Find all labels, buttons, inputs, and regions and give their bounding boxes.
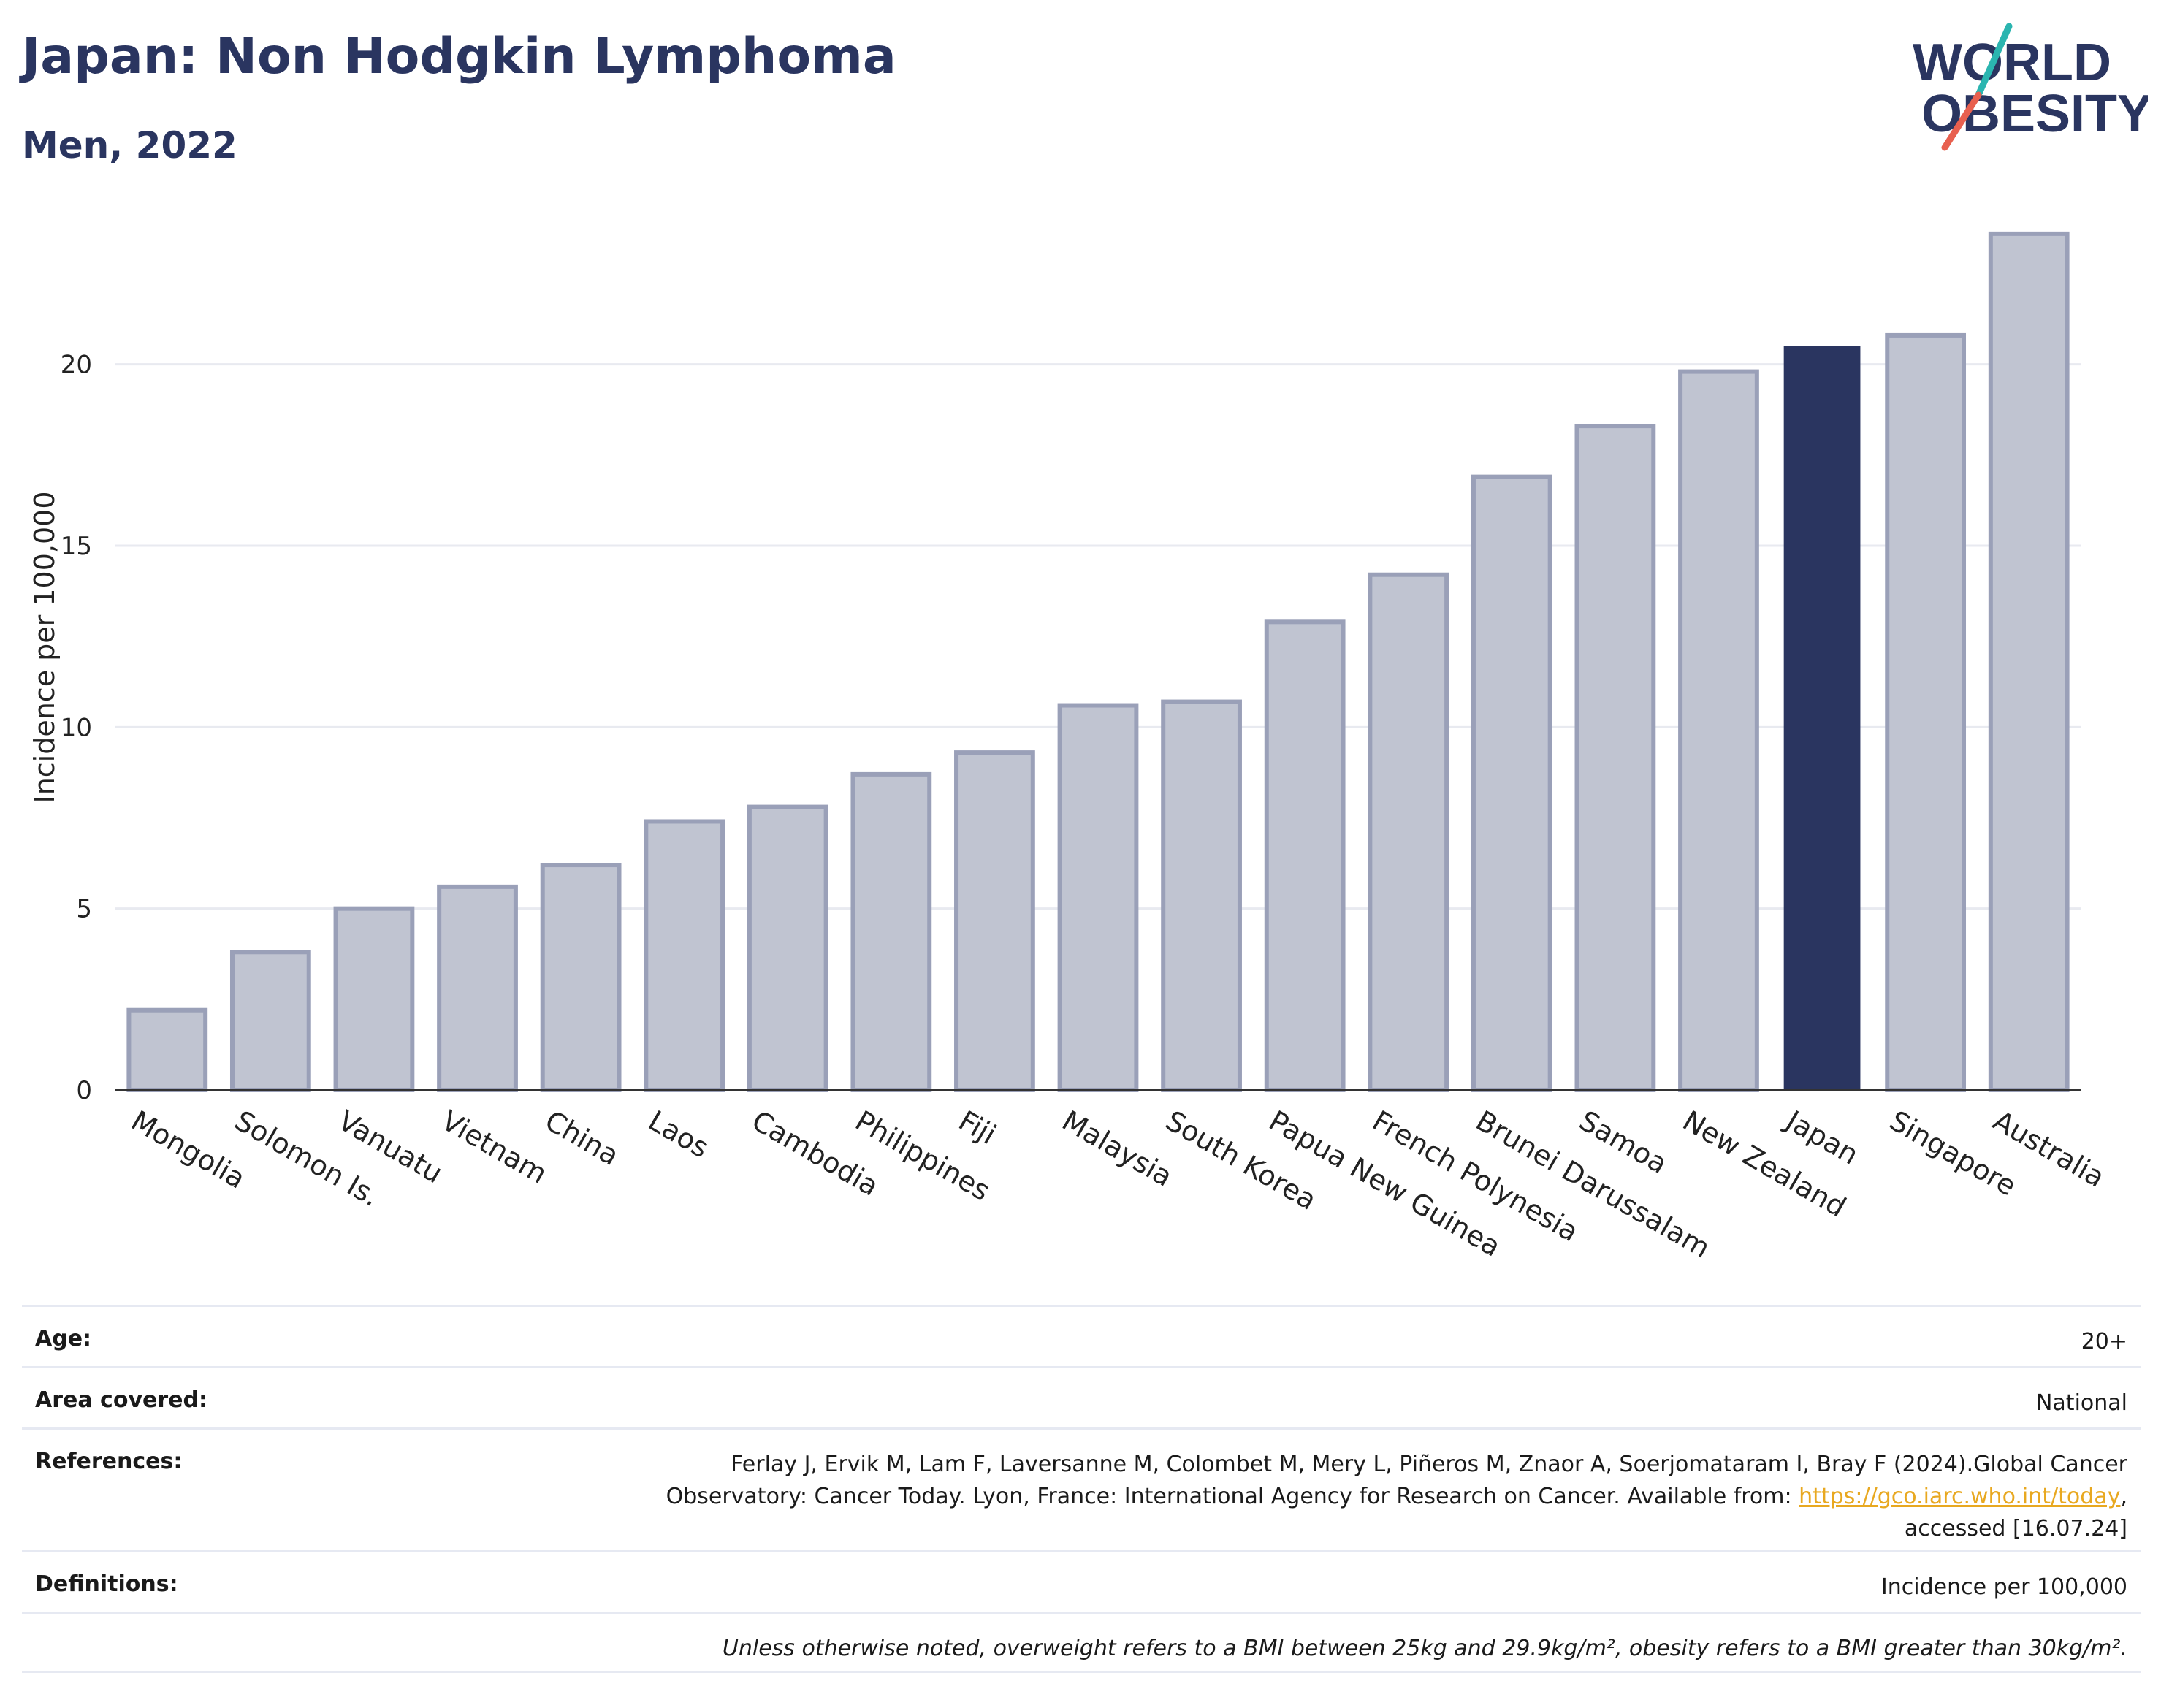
bar	[747, 804, 828, 1092]
bar	[850, 771, 932, 1093]
bar	[333, 906, 415, 1092]
age-label: Age:	[35, 1326, 92, 1351]
references-line3: accessed [16.07.24]	[1904, 1516, 2127, 1541]
logo-line1: WORLD	[1913, 34, 2111, 92]
bar	[644, 819, 725, 1092]
x-tick-label: Laos	[643, 1105, 714, 1164]
bar	[1368, 572, 1449, 1092]
y-tick-label: 5	[76, 895, 92, 924]
y-tick-label: 0	[76, 1076, 92, 1105]
references-label: References:	[35, 1449, 183, 1474]
bar	[229, 950, 311, 1093]
bar-highlighted	[1783, 346, 1861, 1090]
x-tick-label: Vietnam	[436, 1105, 552, 1190]
definitions-value: Incidence per 100,000	[1880, 1574, 2127, 1600]
page-subtitle: Men, 2022	[22, 124, 237, 167]
logo-slash-top	[1975, 23, 2013, 99]
info-row-note: Unless otherwise noted, overweight refer…	[22, 1612, 2141, 1673]
world-obesity-logo: WORLD OBESITY	[1913, 23, 2148, 151]
y-tick-label: 15	[61, 532, 92, 561]
references-line1: Ferlay J, Ervik M, Lam F, Laversanne M, …	[731, 1452, 2127, 1477]
info-row-age: Age: 20+	[22, 1305, 2141, 1366]
bar	[1574, 424, 1656, 1092]
logo-slash-bottom	[1941, 91, 1982, 151]
area-label: Area covered:	[35, 1387, 207, 1413]
bar	[126, 1007, 208, 1092]
bar	[540, 863, 622, 1092]
x-tick-label: Malaysia	[1057, 1105, 1178, 1193]
bar	[437, 884, 518, 1093]
info-table: Age: 20+ Area covered: National Referenc…	[22, 1305, 2141, 1673]
bar	[1678, 369, 1759, 1093]
info-row-area: Area covered: National	[22, 1366, 2141, 1427]
references-value: Ferlay J, Ervik M, Lam F, Laversanne M, …	[666, 1449, 2127, 1545]
bar	[1057, 703, 1139, 1092]
references-line2-end: ,	[2120, 1484, 2127, 1509]
info-row-references: References: Ferlay J, Ervik M, Lam F, La…	[22, 1427, 2141, 1550]
bar	[1885, 332, 1967, 1092]
x-tick-label: Mongolia	[126, 1105, 251, 1195]
y-axis-label: Incidence per 100,000	[28, 491, 61, 803]
page-title: Japan: Non Hodgkin Lymphoma	[22, 28, 896, 85]
age-value: 20+	[2081, 1329, 2127, 1354]
references-line2: Observatory: Cancer Today. Lyon, France:…	[666, 1484, 1799, 1509]
bar	[954, 750, 1035, 1092]
references-link[interactable]: https://gco.iarc.who.int/today	[1799, 1484, 2121, 1509]
bmi-note: Unless otherwise noted, overweight refer…	[722, 1636, 2127, 1661]
y-tick-label: 10	[61, 713, 92, 742]
y-tick-label: 20	[61, 351, 92, 380]
bar	[1988, 231, 2070, 1092]
area-value: National	[2035, 1390, 2127, 1416]
bar	[1161, 699, 1242, 1092]
bar	[1264, 619, 1346, 1092]
logo-line2: OBESITY	[1921, 85, 2148, 143]
definitions-label: Definitions:	[35, 1571, 178, 1597]
info-row-definitions: Definitions: Incidence per 100,000	[22, 1550, 2141, 1612]
x-tick-label: Fiji	[953, 1105, 1002, 1151]
bar	[1471, 474, 1552, 1092]
